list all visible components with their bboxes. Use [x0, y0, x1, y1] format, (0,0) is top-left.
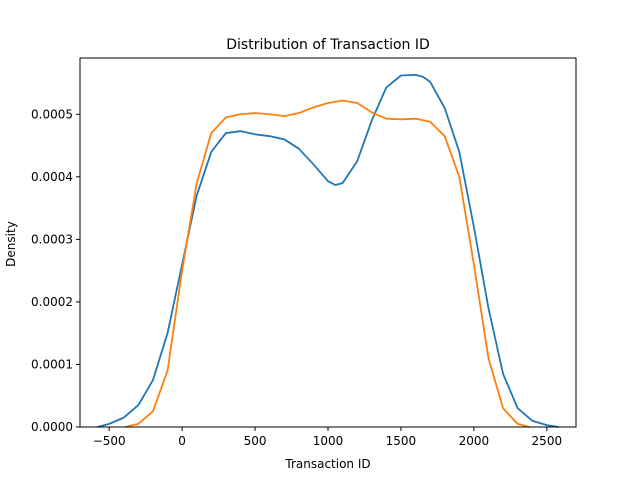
y-tick-label: 0.0001 — [31, 357, 73, 371]
x-tick-label: 2500 — [532, 434, 563, 448]
x-tick-label: 1500 — [386, 434, 417, 448]
y-tick-label: 0.0003 — [31, 232, 73, 246]
series-line-2 — [125, 99, 530, 428]
y-tick-label: 0.0005 — [31, 107, 73, 121]
x-tick-label: −500 — [93, 434, 126, 448]
y-tick-label: 0.0002 — [31, 295, 73, 309]
x-axis-label: Transaction ID — [284, 457, 370, 471]
x-tick-label: 2000 — [459, 434, 490, 448]
series-layer — [97, 73, 559, 428]
chart-title: Distribution of Transaction ID — [226, 37, 430, 53]
y-tick-label: 0.0000 — [31, 420, 73, 434]
x-tick-label: 500 — [244, 434, 267, 448]
plot-frame — [79, 57, 577, 428]
x-tick-label: 1000 — [313, 434, 344, 448]
y-tick-label: 0.0004 — [31, 170, 73, 184]
series-line-1 — [97, 73, 559, 428]
ticks-layer: −500 0 500 1000 1500 2000 2500 0.0000 0.0001 0.00… — [31, 107, 562, 448]
y-axis-label: Density — [4, 221, 18, 267]
x-tick-label: 0 — [178, 434, 186, 448]
